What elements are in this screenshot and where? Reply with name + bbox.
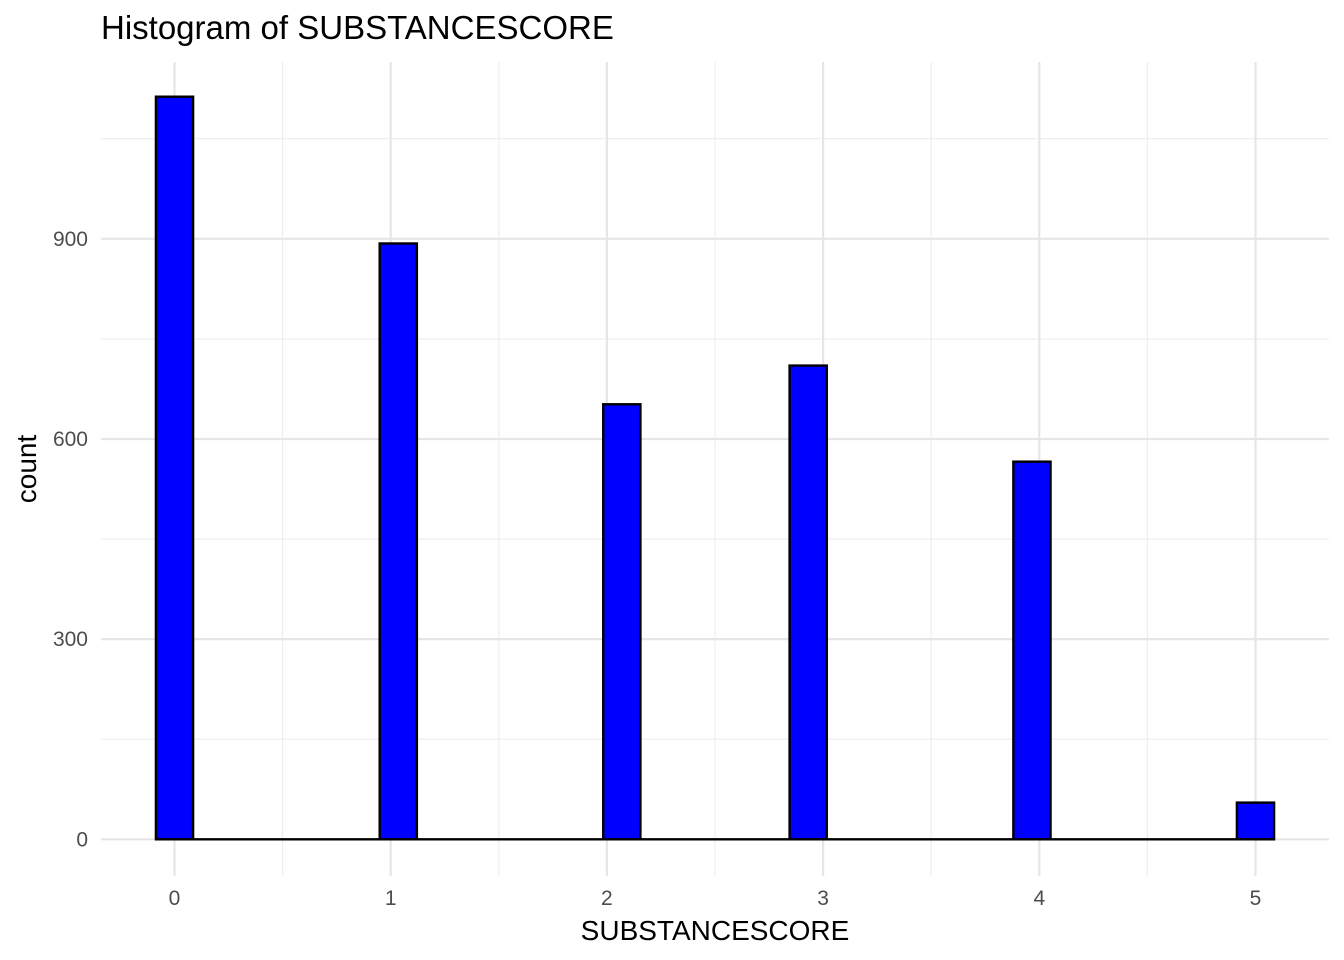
- x-tick-label: 4: [1033, 887, 1045, 910]
- histogram-bar: [1012, 460, 1052, 841]
- y-tick-label: 0: [76, 828, 88, 851]
- y-axis-title: count: [11, 435, 42, 504]
- chart-title: Histogram of SUBSTANCESCORE: [101, 9, 614, 46]
- x-tick-label: 2: [601, 887, 613, 910]
- y-tick-label: 900: [53, 228, 88, 251]
- x-tick-label: 0: [169, 887, 181, 910]
- histogram-bar: [602, 403, 642, 841]
- x-tick-label: 5: [1250, 887, 1262, 910]
- x-tick-label: 1: [385, 887, 397, 910]
- histogram-bar: [788, 364, 828, 841]
- x-tick-label: 3: [817, 887, 829, 910]
- histogram-bar: [378, 242, 419, 841]
- histogram-bar: [1235, 801, 1276, 841]
- y-tick-label: 600: [53, 428, 88, 451]
- grid-layer: [101, 62, 1329, 876]
- y-tick-label: 300: [53, 628, 88, 651]
- bar-layer: [154, 95, 1276, 841]
- tick-label-layer: 0 1 2 3 4 5 0 300 600 900: [53, 228, 1261, 910]
- histogram-bar: [154, 95, 195, 841]
- x-axis-title: SUBSTANCESCORE: [581, 915, 850, 946]
